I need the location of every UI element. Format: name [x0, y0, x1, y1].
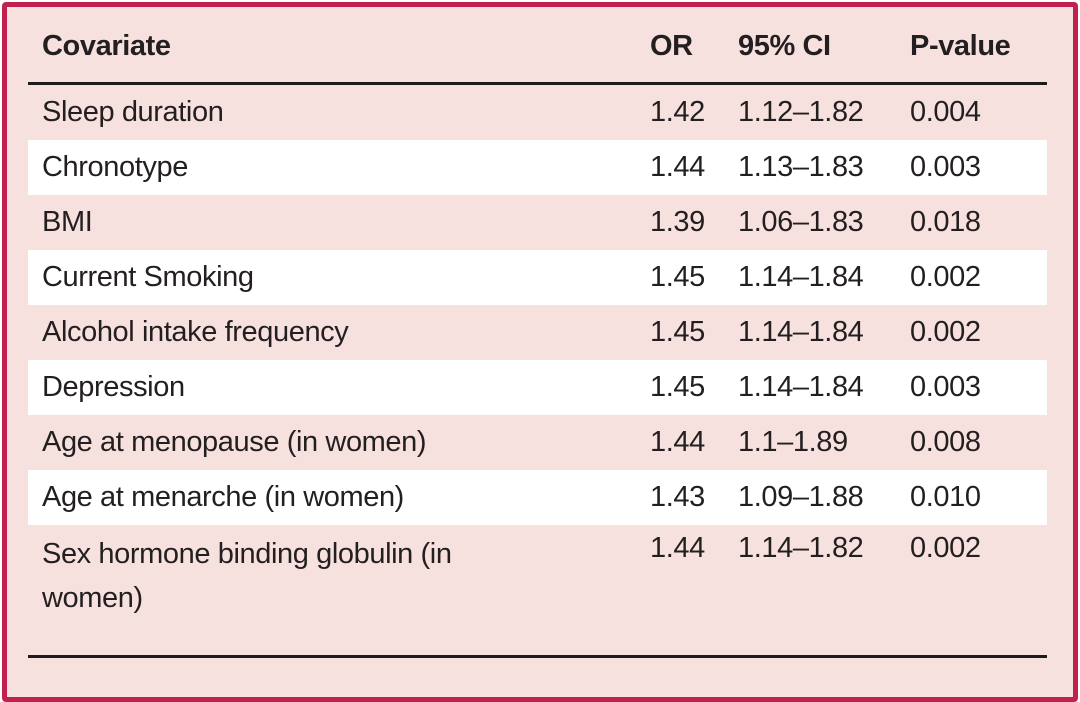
cell-ci: 1.14–1.84 — [738, 316, 910, 349]
covariate-value: Age at menopause (in women) — [42, 426, 427, 458]
p-value: 0.002 — [910, 316, 981, 348]
cell-or: 1.45 — [650, 316, 738, 349]
bottom-rule — [28, 655, 1047, 658]
cell-or: 1.43 — [650, 481, 738, 514]
cell-p: 0.004 — [910, 96, 1047, 129]
p-value: 0.008 — [910, 426, 981, 458]
ci-value: 1.06–1.83 — [738, 206, 864, 238]
cell-ci: 1.12–1.82 — [738, 96, 910, 129]
or-value: 1.45 — [650, 261, 705, 293]
cell-covariate: Age at menopause (in women) — [28, 426, 650, 459]
ci-value: 1.13–1.83 — [738, 151, 864, 183]
covariate-value: Sleep duration — [42, 96, 224, 128]
table-row: BMI 1.39 1.06–1.83 0.018 — [28, 195, 1047, 250]
header-cell-covariate: Covariate — [28, 30, 650, 63]
cell-or: 1.44 — [650, 426, 738, 459]
p-value: 0.003 — [910, 151, 981, 183]
or-value: 1.45 — [650, 316, 705, 348]
covariate-value: Alcohol intake frequency — [42, 316, 349, 348]
table-row: Current Smoking 1.45 1.14–1.84 0.002 — [28, 250, 1047, 305]
table-rows: Sleep duration 1.42 1.12–1.82 0.004 Chronoty… — [28, 85, 1047, 655]
header-covariate-label: Covariate — [42, 30, 171, 62]
table-row: Sex hormone binding globulin (in women) 1… — [28, 525, 1047, 655]
cell-or: 1.44 — [650, 532, 738, 565]
covariate-value: Sex hormone binding globulin (in women) — [42, 538, 452, 614]
cell-ci: 1.06–1.83 — [738, 206, 910, 239]
table-row: Alcohol intake frequency 1.45 1.14–1.84 0.0… — [28, 305, 1047, 360]
cell-p: 0.002 — [910, 532, 1047, 565]
table-row: Chronotype 1.44 1.13–1.83 0.003 — [28, 140, 1047, 195]
p-value: 0.010 — [910, 481, 981, 513]
cell-or: 1.39 — [650, 206, 738, 239]
covariate-value: Age at menarche (in women) — [42, 481, 404, 513]
cell-ci: 1.1–1.89 — [738, 426, 910, 459]
ci-value: 1.12–1.82 — [738, 96, 864, 128]
ci-value: 1.1–1.89 — [738, 426, 848, 458]
cell-covariate: Depression — [28, 371, 650, 404]
cell-p: 0.008 — [910, 426, 1047, 459]
cell-ci: 1.09–1.88 — [738, 481, 910, 514]
or-value: 1.45 — [650, 371, 705, 403]
header-cell-p: P-value — [910, 30, 1047, 63]
p-value: 0.018 — [910, 206, 981, 238]
table-row: Depression 1.45 1.14–1.84 0.003 — [28, 360, 1047, 415]
cell-p: 0.003 — [910, 151, 1047, 184]
cell-p: 0.010 — [910, 481, 1047, 514]
results-table: Covariate OR 95% CI P-value Sleep durati… — [28, 7, 1047, 658]
or-value: 1.42 — [650, 96, 705, 128]
cell-or: 1.45 — [650, 261, 738, 294]
covariate-value: Current Smoking — [42, 261, 254, 293]
header-rule — [28, 82, 1047, 85]
or-value: 1.44 — [650, 151, 705, 183]
cell-or: 1.45 — [650, 371, 738, 404]
header-p-label: P-value — [910, 30, 1011, 62]
or-value: 1.44 — [650, 532, 705, 564]
or-value: 1.43 — [650, 481, 705, 513]
cell-or: 1.44 — [650, 151, 738, 184]
ci-value: 1.14–1.84 — [738, 316, 864, 348]
cell-ci: 1.13–1.83 — [738, 151, 910, 184]
cell-ci: 1.14–1.84 — [738, 371, 910, 404]
covariate-value: Chronotype — [42, 151, 188, 183]
table-row: Age at menopause (in women) 1.44 1.1–1.89 0… — [28, 415, 1047, 470]
cell-covariate: Sex hormone binding globulin (in women) — [28, 532, 650, 620]
ci-value: 1.14–1.84 — [738, 371, 864, 403]
table-row: Sleep duration 1.42 1.12–1.82 0.004 — [28, 85, 1047, 140]
or-value: 1.44 — [650, 426, 705, 458]
ci-value: 1.14–1.84 — [738, 261, 864, 293]
cell-covariate: BMI — [28, 206, 650, 239]
cell-p: 0.002 — [910, 316, 1047, 349]
ci-value: 1.09–1.88 — [738, 481, 864, 513]
cell-covariate: Current Smoking — [28, 261, 650, 294]
cell-ci: 1.14–1.82 — [738, 532, 910, 565]
p-value: 0.002 — [910, 261, 981, 293]
header-cell-ci: 95% CI — [738, 30, 910, 63]
cell-covariate: Chronotype — [28, 151, 650, 184]
covariate-value: Depression — [42, 371, 185, 403]
cell-covariate: Alcohol intake frequency — [28, 316, 650, 349]
or-value: 1.39 — [650, 206, 705, 238]
cell-p: 0.003 — [910, 371, 1047, 404]
ci-value: 1.14–1.82 — [738, 532, 864, 564]
cell-p: 0.002 — [910, 261, 1047, 294]
covariate-value: BMI — [42, 206, 93, 238]
table-header-row: Covariate OR 95% CI P-value — [28, 7, 1047, 82]
cell-covariate: Sleep duration — [28, 96, 650, 129]
cell-p: 0.018 — [910, 206, 1047, 239]
header-cell-or: OR — [650, 30, 738, 63]
cell-ci: 1.14–1.84 — [738, 261, 910, 294]
p-value: 0.003 — [910, 371, 981, 403]
table-row: Age at menarche (in women) 1.43 1.09–1.88 0… — [28, 470, 1047, 525]
cell-or: 1.42 — [650, 96, 738, 129]
p-value: 0.002 — [910, 532, 981, 564]
p-value: 0.004 — [910, 96, 981, 128]
header-ci-label: 95% CI — [738, 30, 831, 62]
cell-covariate: Age at menarche (in women) — [28, 481, 650, 514]
header-or-label: OR — [650, 30, 693, 62]
